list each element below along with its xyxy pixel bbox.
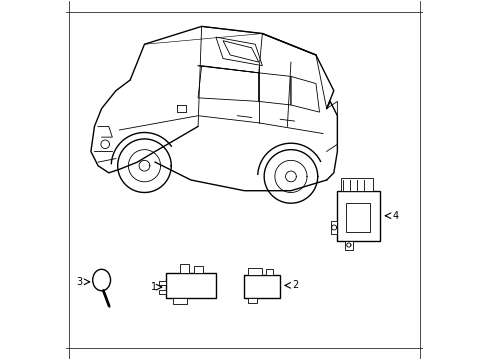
- Bar: [159, 290, 165, 294]
- Text: 1: 1: [150, 282, 157, 292]
- Bar: [337, 191, 380, 241]
- Bar: [180, 264, 189, 273]
- Bar: [344, 241, 353, 249]
- Bar: [173, 298, 187, 304]
- Bar: [194, 266, 203, 273]
- Bar: [340, 178, 372, 191]
- Bar: [247, 267, 262, 275]
- Text: 2: 2: [292, 280, 298, 291]
- Bar: [346, 203, 369, 232]
- Ellipse shape: [93, 269, 110, 291]
- Bar: [265, 269, 272, 275]
- Bar: [165, 273, 216, 298]
- Bar: [159, 281, 165, 285]
- Bar: [330, 221, 337, 234]
- Bar: [247, 298, 257, 303]
- Text: 4: 4: [392, 211, 398, 221]
- Text: 3: 3: [76, 277, 82, 287]
- Bar: [244, 275, 280, 298]
